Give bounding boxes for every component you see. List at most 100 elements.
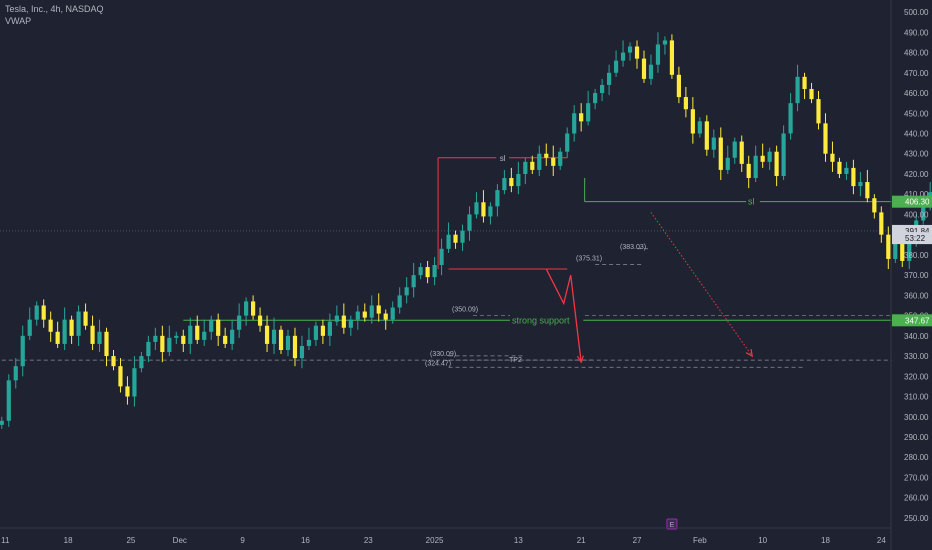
candle-body (209, 319, 214, 332)
candle-body (509, 178, 514, 187)
candle-body (27, 319, 32, 336)
annotation-label: (324.47) (425, 360, 451, 367)
candle-body (404, 287, 409, 296)
price-label: 53:22 (905, 234, 926, 243)
y-tick-label: 450.00 (904, 109, 929, 118)
candle-body (55, 331, 60, 344)
candle-body (62, 319, 67, 344)
price-label: 406.30 (905, 198, 930, 207)
candle-body (474, 202, 479, 215)
candle-body (90, 325, 95, 344)
time-axis[interactable]: 11 18 25 Dec 9 16 23 2025 13 21 27 Feb 10 18 24 (1, 536, 886, 545)
y-tick-label: 500.00 (904, 8, 929, 17)
candle-body (551, 157, 556, 166)
candle-body (369, 305, 374, 318)
x-tick-label: 23 (364, 536, 373, 545)
y-tick-label: 280.00 (904, 453, 929, 462)
candle-body (697, 121, 702, 134)
candle-body (620, 52, 626, 61)
candle-body (320, 325, 325, 336)
candle-body (174, 335, 179, 338)
candle-body (481, 202, 486, 217)
y-tick-label: 330.00 (904, 352, 929, 361)
candle-body (774, 151, 779, 176)
candle-body (285, 335, 291, 350)
candle-body (586, 103, 591, 122)
y-tick-label: 380.00 (904, 251, 929, 260)
candle-body (837, 161, 842, 174)
price-label: 347.67 (905, 316, 930, 325)
candle-body (446, 234, 451, 249)
candle-body (732, 141, 737, 158)
candle-body (306, 339, 312, 346)
candle-body (739, 141, 744, 164)
y-tick-label: 360.00 (904, 291, 929, 300)
x-tick-label: 2025 (426, 536, 444, 545)
candle-body (83, 311, 88, 326)
candle-body (565, 133, 570, 152)
x-tick-label: Feb (693, 536, 707, 545)
annotation-label: (330.09) (430, 351, 456, 358)
candle-body (411, 275, 416, 288)
x-tick-label: 18 (821, 536, 830, 545)
candle-body (41, 305, 46, 320)
indicator-label: VWAP (5, 16, 32, 26)
candle-body (48, 319, 53, 332)
candle-body (118, 366, 123, 387)
candle-body (579, 113, 584, 122)
annotation-label: (383.03) (620, 244, 646, 251)
x-tick-label: 10 (758, 536, 767, 545)
candle-body (216, 319, 221, 336)
candle-body (704, 121, 709, 150)
candle-body (886, 234, 891, 259)
candle-body (278, 329, 284, 350)
candle-body (237, 315, 242, 330)
candle-body (125, 386, 130, 397)
candle-body (844, 167, 849, 174)
candle-body (244, 301, 249, 316)
candle-body (195, 325, 200, 340)
candle-body (613, 60, 619, 73)
candle-body (802, 76, 807, 89)
annotation-label: (375.31) (576, 255, 602, 262)
x-tick-label: 11 (1, 536, 10, 545)
candle-body (34, 305, 39, 320)
candle-body (167, 337, 172, 353)
price-label: 391.84 (905, 227, 930, 236)
candle-body (299, 345, 305, 359)
candle-body (13, 366, 18, 381)
x-tick-label: 25 (126, 536, 135, 545)
arrow-head (576, 355, 585, 364)
candle-body (627, 46, 633, 53)
y-tick-label: 270.00 (904, 473, 929, 482)
candle-body (327, 321, 332, 336)
candle-body (139, 356, 144, 369)
candle-body (669, 40, 675, 75)
candle-body (823, 123, 828, 154)
candle-body (879, 212, 884, 235)
x-tick-label: 18 (64, 536, 73, 545)
candle-body (383, 313, 388, 320)
candle-body (502, 178, 507, 191)
candle-body (181, 335, 186, 344)
candle-body (865, 182, 870, 199)
candle-body (271, 329, 277, 344)
candle-body (600, 84, 605, 94)
candle-body (223, 335, 228, 344)
y-tick-label: 260.00 (904, 494, 929, 503)
candle-body (900, 242, 905, 261)
y-tick-label: 340.00 (904, 332, 929, 341)
annotation-label: strong support (512, 315, 570, 325)
annotation-label-bg (510, 314, 584, 326)
candle-body (488, 206, 493, 217)
x-tick-label: 9 (240, 536, 245, 545)
y-tick-label: 300.00 (904, 413, 929, 422)
y-tick-label: 420.00 (904, 170, 929, 179)
candle-body (907, 236, 912, 261)
annotation-label-bg (746, 196, 760, 208)
candle-body (453, 234, 458, 243)
candle-body (634, 46, 640, 59)
